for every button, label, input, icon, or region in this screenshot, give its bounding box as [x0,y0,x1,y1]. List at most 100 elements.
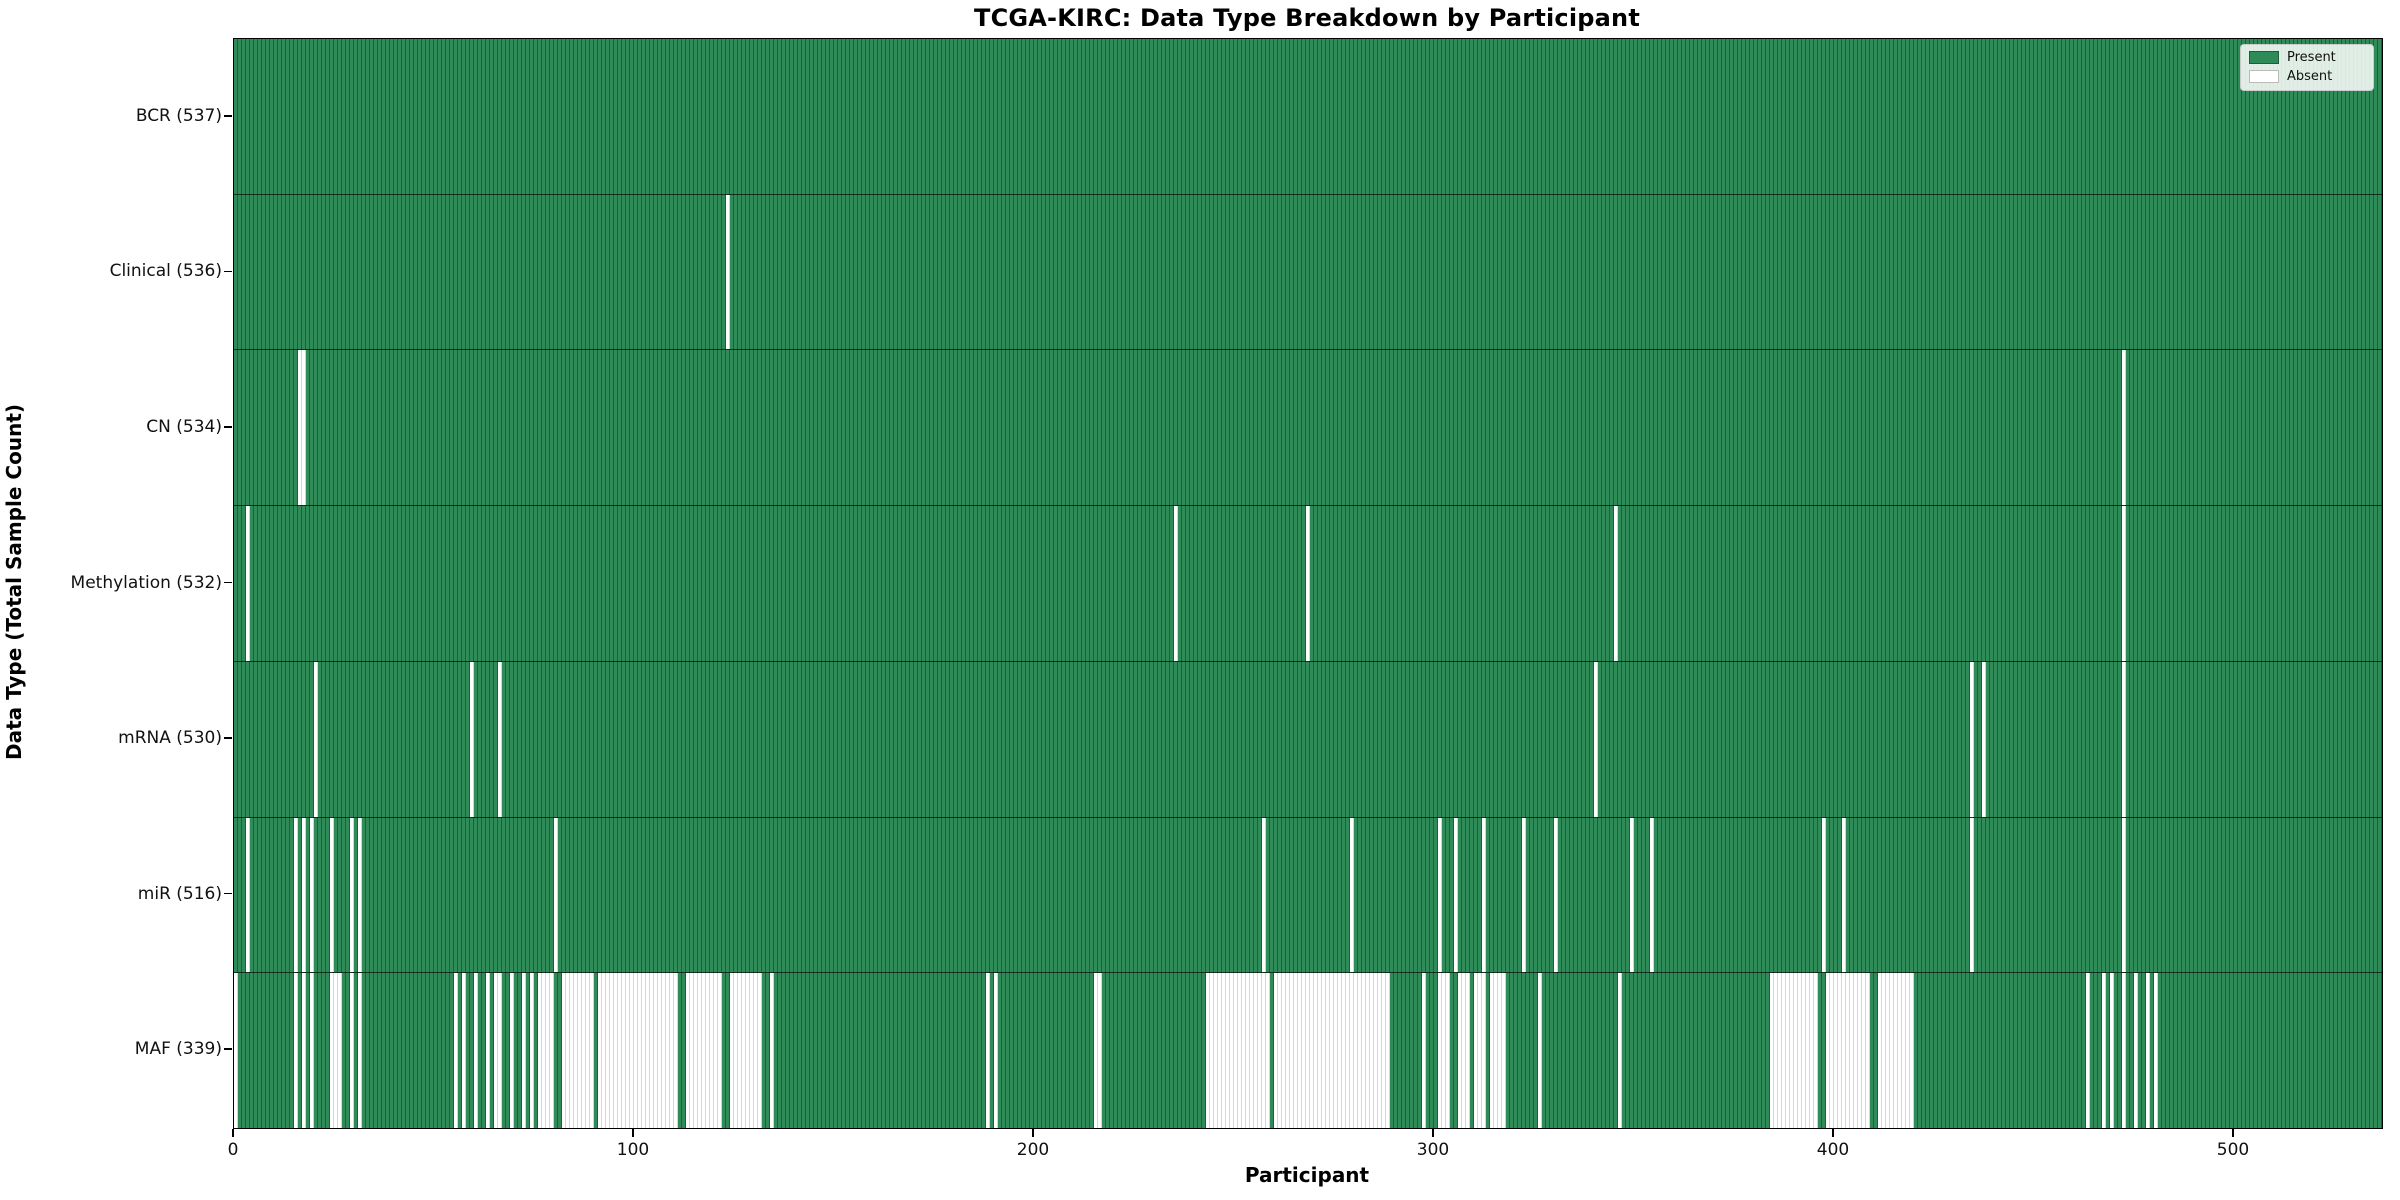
absent-stripe [2154,973,2158,1129]
absent-stripe [598,973,678,1129]
x-tick-label-0: 0 [227,1140,239,1160]
absent-stripe [298,350,306,506]
row-Clinical [234,193,2382,350]
absent-stripe [234,973,238,1129]
y-tick-label-MAF: MAF (339) [134,1039,222,1060]
absent-stripe [454,973,458,1129]
legend-absent-label: Absent [2287,69,2333,84]
absent-stripe [302,973,306,1129]
y-tick-mark [224,426,232,428]
absent-stripe [1206,973,1270,1129]
x-tick-label-400: 400 [1816,1140,1850,1160]
absent-stripe [1650,817,1654,973]
absent-stripe [2146,973,2150,1129]
absent-stripe [1842,817,1846,973]
absent-stripe [1522,817,1526,973]
absent-stripe [1274,973,1390,1129]
absent-stripe [302,817,306,973]
absent-stripe [730,973,762,1129]
row-mRNA [234,660,2382,817]
absent-stripe [1982,661,1986,817]
absent-stripe [1826,973,1870,1129]
absent-stripe [462,973,466,1129]
x-tick-mark [232,1129,234,1137]
y-tick-mark [224,892,232,895]
x-tick-label-100: 100 [616,1140,650,1160]
absent-stripe [2122,661,2126,817]
absent-stripe [554,817,558,973]
y-tick-label-miR: miR (516) [137,883,222,904]
absent-stripe [1618,973,1622,1129]
absent-stripe [1350,817,1354,973]
x-axis-label: Participant [1244,1163,1370,1187]
x-tick-mark [632,1129,634,1137]
absent-stripe [350,817,354,973]
absent-stripe [510,973,514,1129]
absent-stripe [1970,817,1974,973]
absent-stripe [1306,506,1310,661]
y-tick-label-mRNA: mRNA (530) [118,728,222,749]
absent-stripe [726,194,730,350]
absent-swatch-icon [2249,70,2279,83]
legend-item-present: Present [2249,50,2365,65]
absent-stripe [994,973,998,1129]
absent-stripe [2086,973,2090,1129]
absent-stripe [1438,817,1442,973]
absent-stripe [1438,973,1450,1129]
absent-stripe [2122,350,2126,506]
y-tick-mark [224,581,232,584]
y-tick-mark [224,114,232,117]
absent-stripe [474,973,478,1129]
y-axis-label: Data Type (Total Sample Count) [2,403,26,761]
absent-stripe [530,973,534,1129]
absent-stripe [358,973,362,1129]
row-MAF [234,972,2382,1129]
y-tick-label-Clinical: Clinical (536) [109,261,222,282]
y-tick-label-CN: CN (534) [146,416,222,437]
absent-stripe [294,817,298,973]
absent-stripe [1482,817,1486,973]
absent-stripe [294,973,298,1129]
absent-stripe [2102,973,2106,1129]
absent-stripe [1474,973,1486,1129]
absent-stripe [1174,506,1178,661]
absent-stripe [1454,817,1458,973]
absent-stripe [1262,817,1266,973]
absent-stripe [470,661,474,817]
absent-stripe [310,817,314,973]
row-miR [234,816,2382,973]
absent-stripe [986,973,990,1129]
absent-stripe [686,973,722,1129]
absent-stripe [1538,973,1542,1129]
absent-stripe [538,973,554,1129]
absent-stripe [358,817,362,973]
absent-stripe [1770,973,1818,1129]
absent-stripe [522,973,526,1129]
y-tick-label-BCR: BCR (537) [135,105,222,126]
x-tick-mark [1432,1129,1434,1137]
absent-stripe [2122,506,2126,661]
row-CN [234,349,2382,506]
y-tick-mark [224,737,232,739]
x-tick-mark [1032,1129,1034,1137]
absent-stripe [2122,973,2126,1129]
x-tick-mark [2232,1129,2234,1137]
absent-stripe [2110,973,2114,1129]
absent-stripe [1878,973,1914,1129]
absent-stripe [1458,973,1470,1129]
absent-stripe [562,973,594,1129]
legend: Present Absent [2240,44,2374,91]
present-swatch-icon [2249,51,2279,64]
absent-stripe [498,661,502,817]
absent-stripe [1614,506,1618,661]
absent-stripe [1094,973,1102,1129]
absent-stripe [246,817,250,973]
absent-stripe [1630,817,1634,973]
x-tick-label-200: 200 [1016,1140,1050,1160]
absent-stripe [486,973,490,1129]
legend-present-label: Present [2287,50,2336,65]
row-BCR [234,39,2382,194]
absent-stripe [1422,973,1426,1129]
absent-stripe [246,506,250,661]
y-tick-mark [224,270,232,273]
